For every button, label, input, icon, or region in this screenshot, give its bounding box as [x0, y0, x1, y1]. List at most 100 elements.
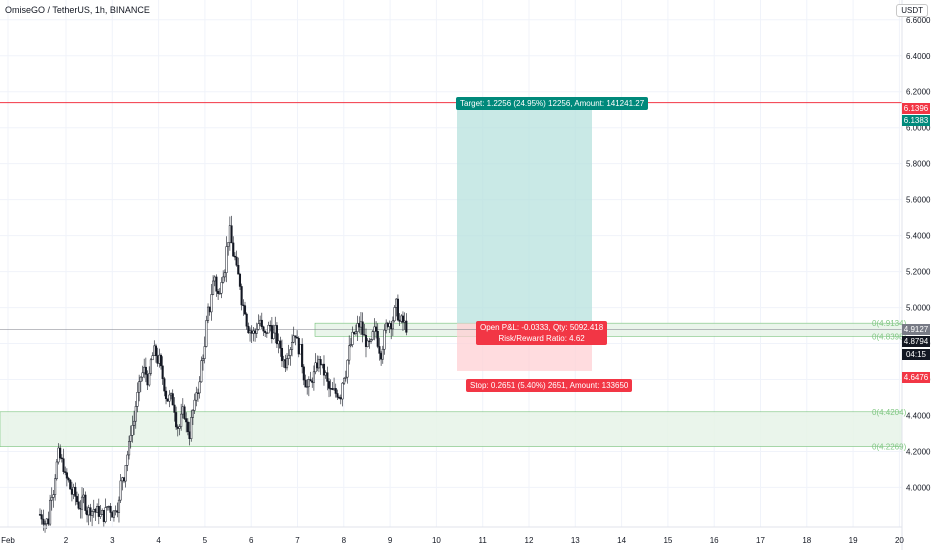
candle [280, 348, 284, 362]
candle [104, 507, 107, 522]
candle [245, 313, 248, 327]
candle [210, 294, 213, 313]
candle [200, 360, 203, 383]
candle [371, 331, 374, 340]
candle [185, 418, 188, 423]
time-tick-label: 2 [64, 536, 69, 545]
candle [183, 406, 186, 419]
candle [116, 510, 119, 513]
target-zone[interactable] [457, 102, 592, 324]
candle [252, 330, 255, 334]
candle [351, 331, 354, 345]
candle [164, 390, 168, 400]
candle [291, 341, 294, 350]
candle [134, 406, 137, 422]
candle [383, 329, 386, 350]
candle [327, 381, 331, 389]
candle [89, 507, 92, 516]
support-zone [0, 411, 903, 447]
candle [331, 388, 334, 390]
candle [270, 325, 273, 339]
candle [324, 372, 327, 376]
time-tick-label: 6 [249, 536, 254, 545]
candle [47, 518, 50, 525]
candle [349, 344, 352, 346]
candle [230, 225, 233, 244]
candle [338, 397, 341, 399]
time-tick-label: Feb [1, 536, 15, 545]
candle [170, 393, 173, 396]
candle [141, 372, 144, 378]
candle [55, 461, 58, 479]
candle [139, 376, 142, 382]
price-tick-label: 6.0000 [906, 124, 931, 133]
candle [390, 323, 393, 330]
time-tick-label: 8 [342, 536, 347, 545]
candle [304, 379, 307, 388]
candle [138, 381, 141, 393]
price-tick-label: 5.2000 [906, 268, 931, 277]
candle [70, 488, 73, 495]
candle [67, 477, 70, 481]
price-tick-label: 5.6000 [906, 196, 931, 205]
price-tag-entry: 4.9127 [902, 324, 930, 335]
candle [144, 366, 147, 375]
price-tag-target: 6.1383 [902, 115, 930, 126]
price-tag-red-line: 6.1396 [902, 103, 930, 114]
candle [208, 306, 211, 313]
candle [297, 338, 300, 355]
candle [80, 496, 84, 510]
candle [368, 340, 371, 342]
candle [119, 480, 122, 501]
candle [381, 348, 384, 360]
candle [166, 398, 169, 402]
fib-level-label: 0(4.2269) [872, 443, 907, 452]
time-tick-label: 10 [432, 536, 441, 545]
candle [385, 322, 388, 331]
candle [259, 319, 262, 324]
price-tag-last: 4.8794 [902, 336, 930, 347]
candle [373, 326, 376, 332]
candle [201, 358, 205, 361]
fib-level-label: 0(4.9134) [872, 319, 907, 328]
candle [326, 372, 329, 382]
candle [96, 506, 99, 513]
candle [156, 355, 159, 364]
candle [366, 340, 369, 347]
candle [299, 344, 302, 355]
candle [64, 471, 67, 473]
candle [146, 374, 149, 386]
candle [107, 505, 110, 508]
candle [60, 457, 63, 459]
target-label: Target: 1.2256 (24.95%) 12256, Amount: 1… [456, 97, 649, 110]
candle [161, 365, 164, 379]
candle [86, 510, 89, 516]
candle [301, 344, 304, 368]
candle [359, 321, 362, 328]
candle [306, 386, 309, 388]
candle [92, 508, 95, 512]
candle [317, 359, 320, 369]
stop-label: Stop: 0.2651 (5.40%) 2651, Amount: 13365… [466, 379, 633, 392]
candle [126, 454, 129, 466]
candle [181, 406, 184, 415]
candle [348, 345, 351, 361]
currency-button[interactable]: USDT [896, 4, 928, 17]
price-tick-label: 4.2000 [906, 447, 931, 456]
candle [128, 441, 131, 456]
candle [173, 404, 176, 413]
candle [175, 412, 178, 428]
candle [227, 242, 230, 247]
price-tick-label: 4.0000 [906, 483, 931, 492]
price-tag-stop: 4.6476 [902, 372, 930, 383]
candle [97, 506, 100, 517]
candle [376, 330, 379, 347]
price-tick-label: 5.4000 [906, 232, 931, 241]
candle [203, 346, 206, 359]
candle [225, 246, 228, 273]
candle [163, 378, 166, 392]
candle [358, 323, 361, 328]
candle [220, 282, 223, 294]
